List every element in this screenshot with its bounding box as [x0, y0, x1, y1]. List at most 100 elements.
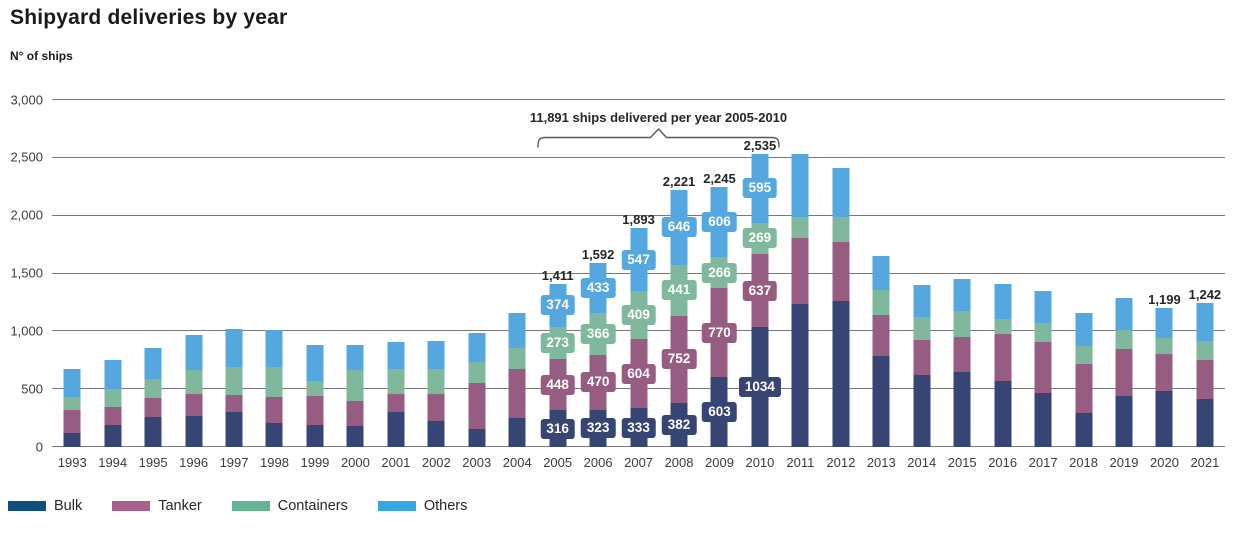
bar-segment-bulk	[1115, 395, 1133, 447]
bar-segment-tanker	[1034, 341, 1052, 394]
y-tick-label: 2,000	[10, 207, 43, 223]
bar-segment-tanker	[1196, 359, 1214, 399]
bar-segment-others	[144, 347, 162, 380]
x-tick-label-1998: 1998	[260, 455, 289, 470]
x-tick-label-2001: 2001	[381, 455, 411, 470]
bar-segment-others	[1155, 308, 1173, 338]
bar-segment-others	[427, 340, 445, 369]
total-label-2005: 1,411	[541, 267, 574, 283]
x-tick-label-2008: 2008	[664, 455, 694, 470]
gridline: 2,000	[10, 208, 1225, 223]
legend-label-containers: Containers	[277, 498, 348, 514]
bar-column-2017	[1023, 100, 1063, 447]
bar-segment-tanker	[1075, 364, 1093, 414]
bar-segment-containers	[953, 311, 971, 337]
gridline: 3,000	[10, 92, 1225, 107]
segment-label-tanker: 637	[742, 280, 778, 301]
annotation-2005-2010: 11,891 ships delivered per year 2005-201…	[530, 110, 787, 150]
bar-segment-containers	[427, 368, 445, 395]
segment-label-others: 646	[661, 217, 697, 238]
bar-segment-tanker	[953, 336, 971, 373]
bar-segment-bulk	[225, 412, 243, 447]
legend-swatch-containers	[231, 501, 270, 511]
bar-column-1993	[52, 100, 92, 447]
bar-segment-tanker	[872, 314, 890, 356]
legend-item-bulk: Bulk	[8, 498, 82, 514]
bar-segment-others	[1196, 303, 1214, 341]
x-tick-label-2012: 2012	[826, 455, 856, 470]
bar-segment-bulk	[468, 428, 486, 447]
bar-segment-tanker	[63, 410, 81, 434]
bar-stack	[104, 359, 122, 447]
bar-segment-containers	[1196, 340, 1214, 360]
bar-segment-tanker	[346, 401, 364, 427]
x-tick-label-1997: 1997	[219, 455, 249, 470]
bar-column-2010: 1034 637 269 595 2,535	[738, 100, 781, 447]
segment-label-tanker: 770	[702, 322, 737, 343]
bar-column-2000	[335, 100, 375, 447]
segment-label-containers: 366	[580, 324, 616, 345]
legend-label-bulk: Bulk	[54, 498, 83, 514]
gridline: 2,500	[10, 150, 1225, 165]
bar-column-2008: 382 752 441 646 2,221	[659, 100, 699, 447]
bar-segment-tanker	[508, 368, 526, 418]
bar-stack	[913, 285, 931, 447]
bar-segment-others	[994, 283, 1012, 319]
bar-segment-others	[346, 344, 364, 370]
bar-column-2006: 323 470 366 433 1,592	[578, 100, 618, 447]
bar-column-2019	[1104, 100, 1144, 447]
bar-column-2001	[376, 100, 416, 447]
x-tick-label-2010: 2010	[745, 455, 775, 470]
bar-columns: 316 448 273 374 1,411 323 470 366 433 1,592 333 604…	[52, 100, 1225, 447]
bar-segment-bulk	[185, 415, 203, 447]
bar-column-2009: 603 770 266 606 2,245	[699, 100, 739, 447]
x-tick-label-2019: 2019	[1109, 455, 1139, 470]
bar-segment-others	[1115, 297, 1133, 331]
bar-segment-tanker	[225, 394, 243, 413]
bar-segment-others	[913, 285, 931, 318]
bar-segment-bulk	[791, 303, 809, 447]
bar-column-2011	[780, 100, 820, 447]
bar-stack	[1034, 290, 1052, 447]
bar-stack	[872, 256, 890, 447]
bar-stack	[508, 313, 526, 447]
bar-segment-bulk	[306, 425, 324, 447]
legend-item-containers: Containers	[231, 498, 348, 514]
x-tick-label-1995: 1995	[138, 455, 168, 470]
segment-label-containers: 266	[702, 262, 737, 283]
bar-segment-containers	[468, 362, 486, 383]
x-tick-label-1999: 1999	[300, 455, 330, 470]
segment-label-others: 433	[580, 277, 616, 298]
total-label-2007: 1,893	[622, 212, 655, 228]
bar-stack	[1075, 313, 1093, 447]
total-label-2010: 2,535	[743, 137, 777, 153]
bar-column-2015	[942, 100, 982, 447]
bar-segment-bulk	[872, 355, 890, 447]
bar-stack	[832, 168, 850, 447]
bar-segment-containers	[265, 366, 283, 398]
x-tick-label-2020: 2020	[1150, 455, 1179, 470]
bar-segment-others	[953, 278, 971, 312]
bar-column-2014	[902, 100, 942, 447]
bar-segment-containers	[791, 216, 809, 239]
x-tick-label-2004: 2004	[502, 455, 532, 470]
bar-segment-containers	[872, 290, 890, 315]
bar-segment-containers	[63, 397, 81, 410]
bar-column-2003	[457, 100, 497, 447]
x-tick-label-1993: 1993	[57, 455, 87, 470]
bar-segment-others	[508, 313, 526, 348]
y-tick-label: 500	[21, 381, 43, 397]
segment-label-others: 547	[621, 249, 656, 270]
bar-segment-tanker	[427, 394, 445, 421]
x-tick-label-2017: 2017	[1028, 455, 1058, 470]
bar-segment-bulk	[994, 381, 1012, 447]
x-tick-label-2005: 2005	[543, 455, 573, 470]
legend-swatch-others	[377, 501, 416, 511]
bar-column-2013	[861, 100, 901, 447]
bar-segment-containers	[387, 368, 405, 395]
x-tick-label-1994: 1994	[98, 455, 128, 470]
segment-label-others: 595	[742, 178, 778, 199]
bar-segment-tanker	[387, 394, 405, 412]
y-tick-label: 1,000	[10, 323, 43, 339]
segment-label-bulk: 1034	[738, 377, 781, 398]
